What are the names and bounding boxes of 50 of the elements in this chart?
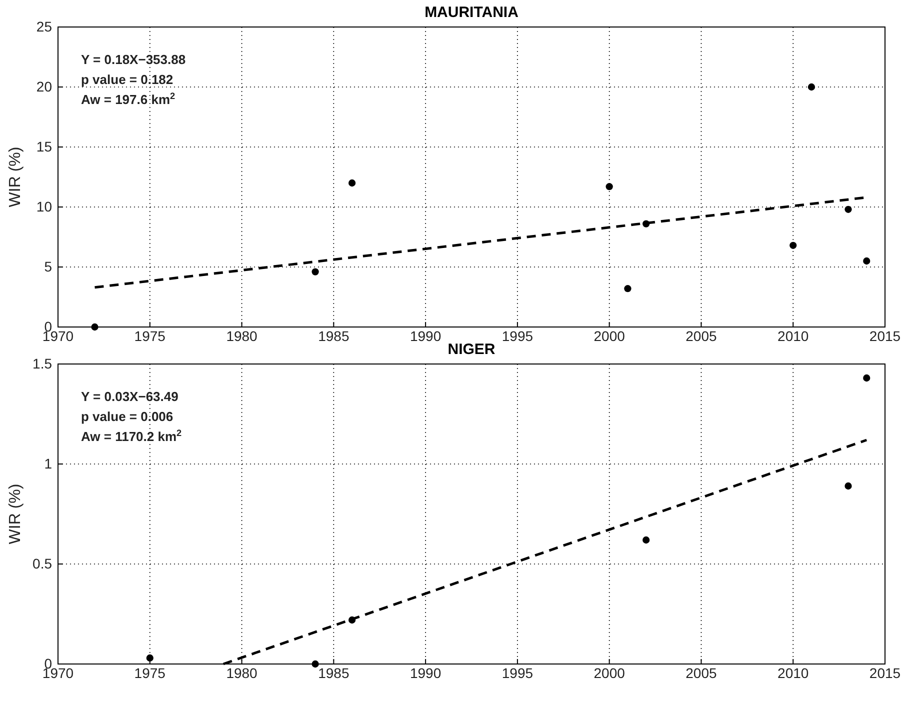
x-tick-label: 1975 [134, 328, 166, 344]
x-tick-label: 2000 [594, 664, 626, 681]
point [312, 660, 319, 668]
y-tick-label: 5 [44, 258, 52, 274]
chart-title: NIGER [448, 341, 496, 358]
y-tick-label: 20 [36, 78, 52, 94]
annotation: p value = 0.006 [81, 409, 174, 424]
x-tick-label: 2015 [869, 664, 901, 681]
x-tick-label: 1995 [502, 664, 534, 681]
x-tick-label: 1985 [318, 664, 350, 681]
point [863, 374, 870, 382]
annotation: Y = 0.18X−353.88 [81, 52, 186, 67]
y-tick-label: 10 [36, 198, 52, 214]
point [790, 242, 797, 249]
y-axis-title: WIR (%) [7, 146, 24, 208]
y-axis-title: WIR (%) [7, 484, 24, 544]
point [606, 183, 613, 190]
point [642, 536, 650, 544]
point [624, 285, 632, 292]
annotation: Aw = 1170.2 km$^{2}$ [81, 428, 182, 444]
point [91, 323, 98, 331]
x-tick-label: 1995 [502, 328, 534, 344]
x-tick-label: 1980 [226, 664, 258, 681]
point [863, 257, 870, 265]
point [808, 83, 816, 91]
x-tick-label: 1990 [410, 328, 442, 344]
x-tick-label: 2010 [778, 664, 809, 681]
y-tick-label: 15 [36, 138, 52, 154]
annotation: Y = 0.03X−63.49 [81, 389, 178, 404]
y-tick-label: 0.5 [32, 555, 52, 572]
x-tick-label: 2015 [869, 328, 901, 344]
point [146, 654, 154, 662]
x-tick-label: 1975 [134, 664, 166, 681]
x-tick-label: 2000 [594, 328, 626, 344]
point [348, 179, 356, 187]
point [844, 482, 852, 490]
y-tick-label: 1.5 [32, 355, 52, 372]
x-tick-label: 2005 [686, 664, 718, 681]
x-tick-label: 1990 [410, 664, 442, 681]
annotation: Aw = 197.6 km$^{2}$ [81, 91, 176, 107]
x-tick-label: 1980 [226, 328, 258, 344]
x-tick-label: 1985 [318, 328, 350, 344]
y-tick-label: 25 [36, 18, 52, 34]
y-tick-label: 1 [44, 455, 52, 472]
chart-title: MAURITANIA [424, 4, 519, 21]
point [312, 268, 319, 276]
x-tick-label: 2005 [686, 328, 718, 344]
x-tick-label: 2010 [778, 328, 809, 344]
annotation: p value = 0.182 [81, 72, 174, 87]
point [844, 206, 852, 213]
